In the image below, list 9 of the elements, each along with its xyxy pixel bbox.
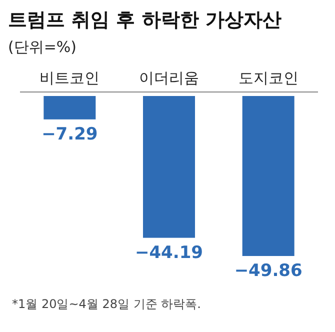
x-tick-label: 도지코인	[238, 69, 298, 87]
x-tick-label: 이더리움	[139, 69, 199, 87]
data-label: −49.86	[234, 261, 302, 281]
data-label: −44.19	[134, 242, 204, 263]
chart-subtitle: (단위=%)	[8, 38, 77, 56]
data-label: −7.29	[42, 124, 98, 144]
text: *1월 20일~4월 28일 기준 하락폭.	[12, 297, 201, 311]
x-tick-label: 비트코인	[40, 69, 100, 87]
chart-title: 트럼프 취임 후 하락한 가상자산	[8, 9, 282, 31]
